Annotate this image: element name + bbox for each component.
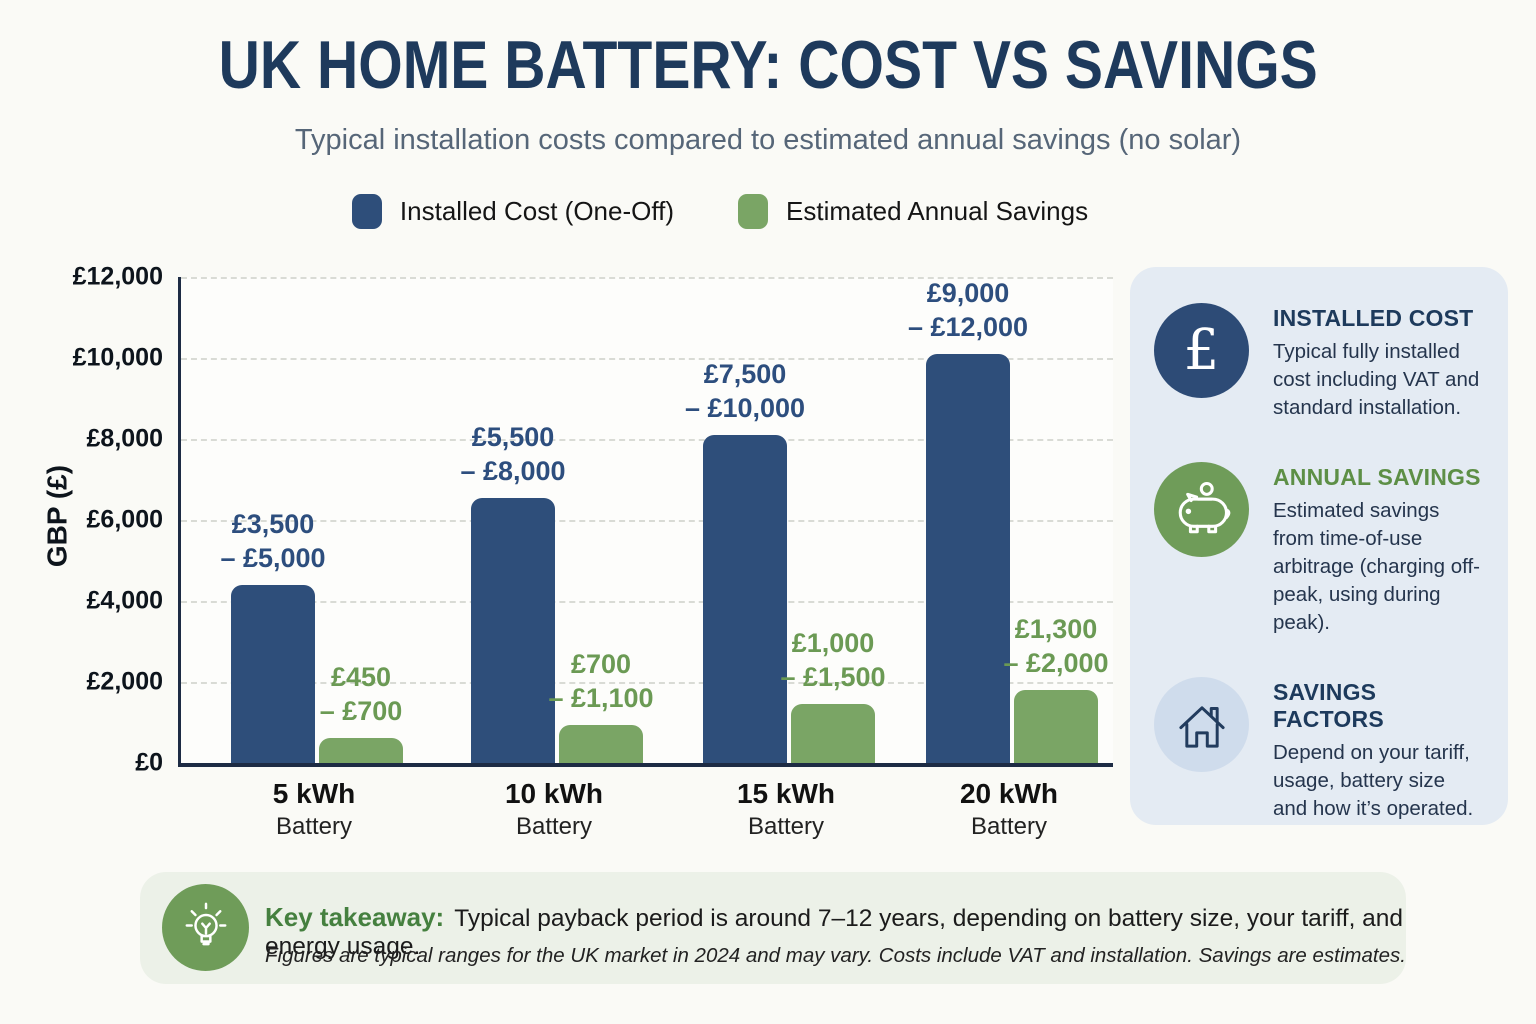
takeaway-text: Typical payback period is around 7–12 ye… [265,905,1404,960]
page-title-text: UK HOME BATTERY: COST VS SAVINGS [218,27,1318,103]
bar-value-label: £700 – £1,100 [548,648,654,713]
takeaway-box: Key takeaway: Typical payback period is a… [140,872,1406,984]
gridline [181,358,1113,360]
legend-item-annual-savings: Estimated Annual Savings [738,194,1088,229]
gridline [181,277,1113,279]
house-icon [1154,677,1249,772]
gridline [181,439,1113,441]
x-category-label: 5 kWh Battery [204,778,424,841]
installed-cost-bar-5-kWh [231,584,315,763]
category-subline: Battery [275,813,353,840]
gridline [181,520,1113,522]
category-name: 5 kWh [272,778,356,809]
y-tick-label: £0 [135,748,163,777]
sidebar-item-title: ANNUAL SAVINGS [1273,464,1481,490]
gridline [181,601,1113,603]
page-title: UK HOME BATTERY: COST VS SAVINGS [0,26,1536,104]
y-tick-label: £2,000 [86,667,163,696]
category-name: 15 kWh [736,778,836,809]
bar-value-label: £5,500 – £8,000 [460,421,566,486]
sidebar-item-installed-cost: £ INSTALLED COST Typical fully installed… [1154,303,1482,422]
sidebar-item-annual-savings: ANNUAL SAVINGS Estimated savings from ti… [1154,462,1482,637]
bar-value-label: £1,000 – £1,500 [780,628,886,693]
piggy-bank-icon [1154,462,1249,557]
sidebar-item-title: INSTALLED COST [1273,305,1474,331]
lightbulb-icon [162,884,249,971]
takeaway-line: Key takeaway: Typical payback period is a… [265,902,1406,961]
annual-savings-bar-15-kWh [791,704,875,763]
bar-value-label: £9,000 – £12,000 [907,277,1029,342]
legend-label: Estimated Annual Savings [786,196,1089,226]
chart-legend: Installed Cost (One-Off) Estimated Annua… [0,194,1440,229]
bar-value-label: £3,500 – £5,000 [220,508,326,573]
category-subline: Battery [970,813,1048,840]
info-sidebar: £ INSTALLED COST Typical fully installed… [1130,267,1508,825]
installed-cost-swatch [351,194,382,229]
sidebar-item-title: SAVINGS FACTORS [1273,679,1384,732]
legend-label: Installed Cost (One-Off) [399,196,674,226]
bar-value-label: £450 – £700 [319,661,403,726]
pound-icon: £ [1154,303,1249,398]
sidebar-item-savings-factors: SAVINGS FACTORS Depend on your tariff, u… [1154,677,1482,823]
category-name: 20 kWh [959,778,1059,809]
sidebar-item-text: Estimated savings from time-of-use arbit… [1273,499,1481,634]
bar-value-label: £7,500 – £10,000 [684,358,806,423]
takeaway-heading: Key takeaway: [265,902,445,932]
y-tick-label: £10,000 [72,343,163,372]
x-category-label: 10 kWh Battery [444,778,664,841]
installed-cost-bar-10-kWh [471,497,555,763]
legend-item-installed-cost: Installed Cost (One-Off) [351,194,674,229]
annual-savings-bar-10-kWh [559,724,643,763]
installed-cost-bar-20-kWh [926,353,1010,763]
plot-area: £3,500 – £5,000 £450 – £700 £5,500 – £8,00… [178,277,1113,767]
category-subline: Battery [515,813,593,840]
category-subline: Battery [747,813,825,840]
x-category-label: 15 kWh Battery [676,778,896,841]
y-tick-label: £12,000 [72,262,163,291]
annual-savings-bar-5-kWh [319,737,403,763]
page-subtitle: Typical installation costs compared to e… [294,124,1242,156]
sidebar-item-text: Typical fully installed cost including V… [1273,340,1480,419]
y-tick-label: £4,000 [86,586,163,615]
bar-value-label: £1,300 – £2,000 [1003,614,1109,679]
installed-cost-bar-15-kWh [703,434,787,763]
sidebar-item-text: Depend on your tariff, usage, battery si… [1273,741,1474,820]
annual-savings-swatch [738,194,768,229]
category-name: 10 kWh [504,778,604,809]
gridline [181,682,1113,684]
y-tick-label: £6,000 [86,505,163,534]
y-tick-label: £8,000 [86,424,163,453]
x-category-label: 20 kWh Battery [899,778,1119,841]
takeaway-footnote: Figures are typical ranges for the UK ma… [265,944,1406,967]
annual-savings-bar-20-kWh [1014,690,1098,763]
